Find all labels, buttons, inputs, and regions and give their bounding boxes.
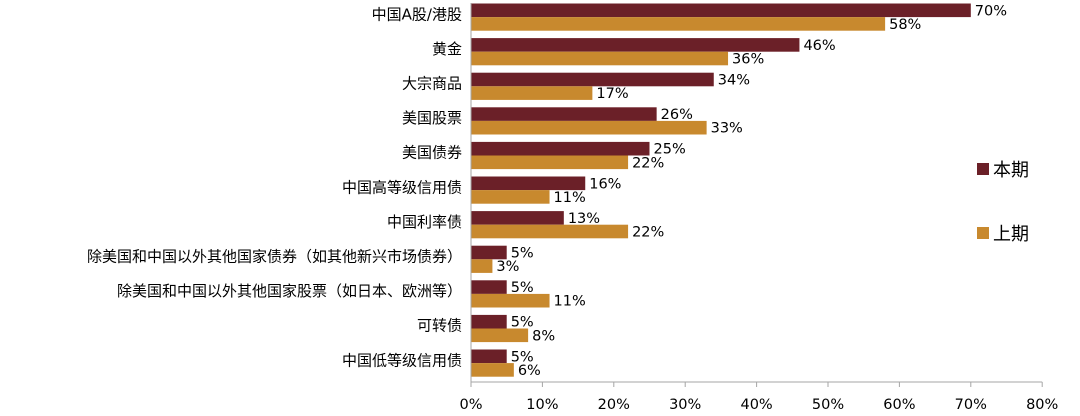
x-tick-label-8: 80%: [1026, 397, 1058, 413]
value-label-current-8: 5%: [511, 280, 534, 296]
x-axis: 0% 10% 20% 30% 40% 50% 60% 70% 80%: [459, 3, 1058, 413]
bar-previous-0: [471, 17, 886, 31]
bar-current-6: [471, 211, 564, 225]
category-label-8: 除美国和中国以外其他国家股票（如日本、欧洲等）: [117, 282, 462, 300]
category-label-3: 美国股票: [402, 109, 462, 127]
value-label-current-4: 25%: [654, 142, 686, 158]
value-label-current-9: 5%: [511, 315, 534, 331]
bar-current-8: [471, 280, 507, 294]
bar-previous-2: [471, 86, 593, 100]
bar-previous-10: [471, 363, 514, 377]
bar-current-9: [471, 314, 507, 329]
category-label-6: 中国利率债: [387, 213, 462, 231]
value-label-current-6: 13%: [568, 211, 600, 227]
bar-previous-3: [471, 120, 707, 135]
x-tick-label-6: 60%: [883, 397, 915, 413]
x-tick-label-5: 50%: [812, 397, 844, 413]
value-label-previous-7: 3%: [496, 259, 519, 275]
x-tick-label-3: 30%: [669, 397, 701, 413]
category-labels: 中国A股/港股黄金大宗商品美国股票美国债券中国高等级信用债中国利率债除美国和中国…: [87, 5, 462, 369]
x-tick-label-2: 20%: [598, 397, 630, 413]
category-label-4: 美国债券: [402, 144, 462, 162]
value-label-current-3: 26%: [661, 107, 693, 123]
bar-previous-8: [471, 293, 550, 308]
value-label-previous-10: 6%: [518, 363, 541, 379]
bar-current-5: [471, 176, 586, 191]
bar-current-4: [471, 141, 650, 156]
category-label-2: 大宗商品: [402, 75, 462, 93]
bar-current-1: [471, 38, 800, 52]
bars-layer: [471, 3, 971, 377]
value-label-previous-2: 17%: [596, 86, 628, 102]
category-label-10: 中国低等级信用债: [342, 351, 462, 369]
category-label-5: 中国高等级信用债: [342, 178, 462, 196]
value-label-previous-3: 33%: [711, 121, 743, 137]
bar-current-7: [471, 245, 507, 260]
bar-previous-6: [471, 224, 629, 239]
legend-label-previous: 上期: [993, 224, 1029, 245]
category-label-0: 中国A股/港股: [372, 5, 462, 23]
bar-current-0: [471, 3, 971, 18]
value-label-previous-0: 58%: [889, 17, 921, 33]
x-tick-label-4: 40%: [740, 397, 772, 413]
category-label-9: 可转债: [417, 317, 462, 335]
value-label-previous-9: 8%: [532, 328, 555, 344]
value-label-current-0: 70%: [975, 3, 1007, 19]
x-tick-label-1: 10%: [526, 397, 558, 413]
value-label-current-10: 5%: [511, 349, 534, 365]
value-label-previous-1: 36%: [732, 52, 764, 68]
category-label-1: 黄金: [432, 40, 462, 58]
bar-previous-5: [471, 190, 550, 204]
bar-current-10: [471, 349, 507, 364]
bar-previous-9: [471, 328, 529, 343]
bar-current-2: [471, 72, 714, 87]
bar-previous-1: [471, 51, 729, 66]
value-labels: 70%58%46%36%34%17%26%33%25%22%16%11%13%2…: [496, 3, 1007, 379]
value-label-previous-4: 22%: [632, 155, 664, 171]
bar-previous-4: [471, 155, 629, 170]
bar-previous-7: [471, 259, 493, 273]
value-label-previous-6: 22%: [632, 225, 664, 241]
value-label-current-1: 46%: [803, 38, 835, 54]
legend-swatch-previous: [977, 227, 989, 239]
value-label-previous-8: 11%: [554, 294, 586, 310]
value-label-current-2: 34%: [718, 73, 750, 89]
value-label-current-5: 16%: [589, 176, 621, 192]
value-label-previous-5: 11%: [554, 190, 586, 206]
x-tick-label-7: 70%: [955, 397, 987, 413]
category-label-7: 除美国和中国以外其他国家债券（如其他新兴市场债券）: [87, 248, 462, 266]
bar-current-3: [471, 107, 657, 121]
legend-label-current: 本期: [993, 160, 1029, 181]
value-label-current-7: 5%: [511, 246, 534, 262]
x-tick-label-0: 0%: [459, 397, 482, 413]
legend-swatch-current: [977, 163, 989, 175]
